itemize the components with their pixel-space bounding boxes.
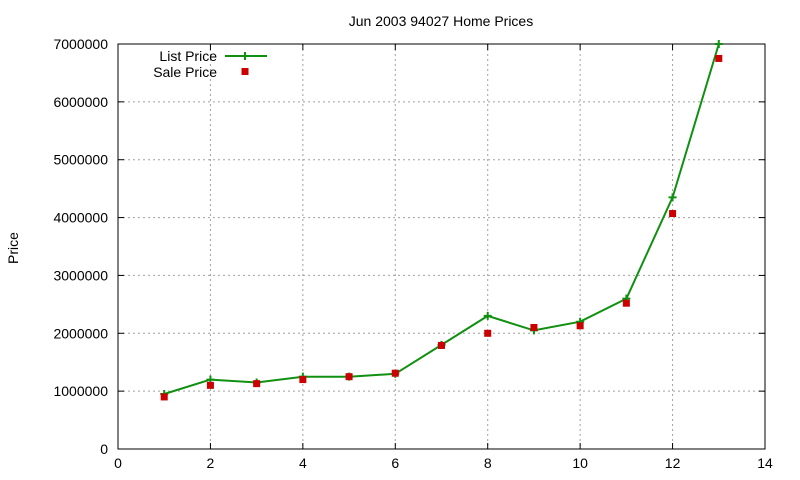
axis-ticks: 0 2 4 6 8 10 12 14 0 1000000 2000000 3000000 4000000…: [53, 36, 773, 471]
list-price-point: [668, 193, 677, 202]
sale-price-point: [253, 380, 261, 388]
x-tick-label: 4: [299, 455, 307, 471]
sale-price-point: [484, 329, 492, 337]
plot-border: [117, 43, 766, 450]
y-tick-label: 2000000: [53, 325, 108, 341]
y-axis-label: Price: [5, 232, 21, 264]
y-tick-label: 5000000: [53, 152, 108, 168]
x-tick-label: 12: [665, 455, 681, 471]
x-tick-label: 2: [207, 455, 215, 471]
y-tick-label: 1000000: [53, 383, 108, 399]
sale-price-point: [530, 324, 538, 331]
list-price-point: [483, 311, 492, 320]
legend: List Price Sale Price: [153, 48, 267, 80]
legend-label-sale-price: Sale Price: [153, 64, 217, 80]
sale-price-point: [299, 376, 307, 384]
chart-title: Jun 2003 94027 Home Prices: [349, 13, 533, 29]
grid: [118, 44, 765, 449]
sale-price-point: [622, 299, 630, 307]
x-tick-label: 10: [572, 455, 588, 471]
list-price-point: [714, 40, 723, 48]
sale-price-point: [160, 393, 168, 401]
y-tick-label: 3000000: [53, 267, 108, 283]
sale-price-point: [669, 210, 677, 218]
x-tick-label: 8: [484, 455, 492, 471]
sale-price-point: [206, 381, 214, 389]
y-tick-label: 0: [100, 441, 108, 457]
series: [160, 40, 723, 401]
legend-marker-sale-price: [241, 68, 249, 75]
sale-price-point: [576, 322, 584, 330]
sale-price-point: [715, 54, 723, 62]
y-tick-label: 6000000: [53, 94, 108, 110]
sale-price-point: [391, 369, 399, 377]
legend-marker-list-price: [241, 52, 249, 60]
x-tick-label: 6: [391, 455, 399, 471]
x-tick-label: 0: [114, 455, 122, 471]
legend-label-list-price: List Price: [159, 48, 217, 64]
y-tick-label: 7000000: [53, 36, 108, 52]
x-tick-label: 14: [757, 455, 773, 471]
sale-price-point: [345, 373, 353, 381]
y-tick-label: 4000000: [53, 210, 108, 226]
sale-price-point: [438, 341, 445, 349]
